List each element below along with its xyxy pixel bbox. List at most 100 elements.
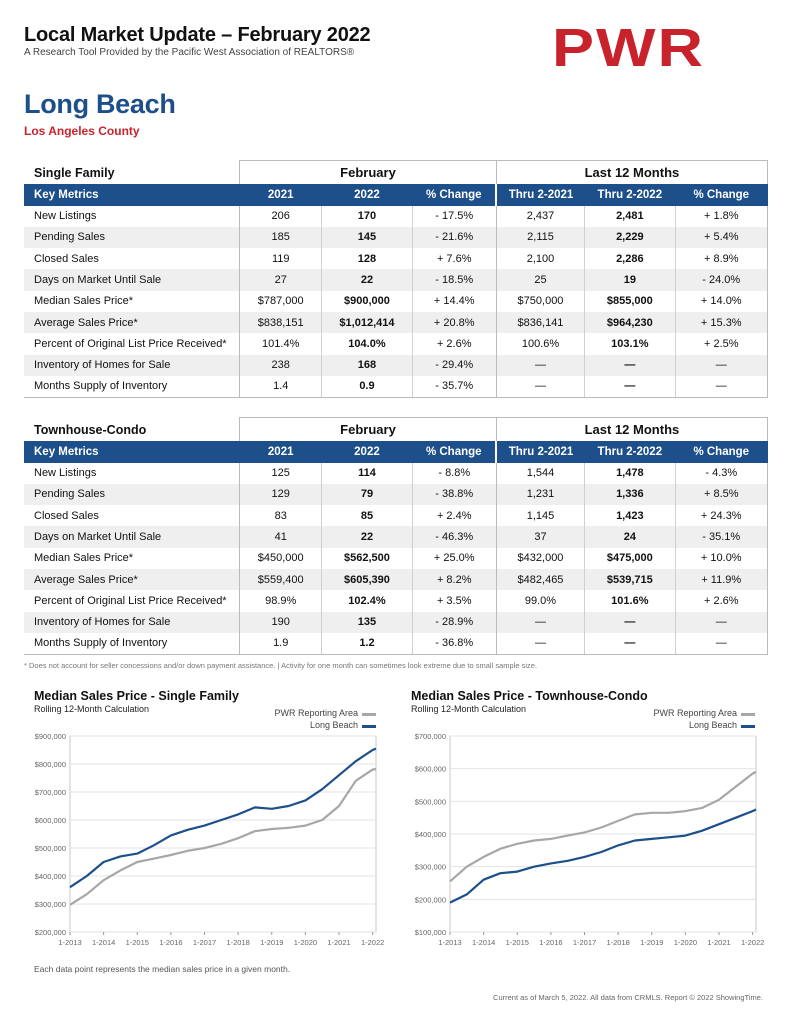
column-header: 2021 <box>239 440 322 463</box>
table-row: Pending Sales 185 145- 21.6% 2,115 2,229 + 5.… <box>24 226 769 249</box>
series-line-long-beach <box>69 747 377 889</box>
metric-value: 129 <box>239 483 322 506</box>
legend-label-pwr-single-family: PWR Reporting Area <box>274 708 358 718</box>
metric-value: — <box>495 375 585 398</box>
column-header: Thru 2-2021 <box>495 440 585 463</box>
metric-value: - 17.5% <box>411 205 497 227</box>
line-chart-single-family: $200,000 $300,000 $400,000 $500,000 $600,000… <box>35 732 385 947</box>
chart-note: Each data point represents the median sa… <box>34 964 291 974</box>
metric-value: + 3.5% <box>411 590 497 612</box>
table-row: Average Sales Price* $559,400 $605,390 + 8.… <box>24 568 769 591</box>
chart-subtitle-single-family: Rolling 12-Month Calculation <box>34 704 150 714</box>
group-header-last-12-months: Last 12 Months <box>495 160 769 184</box>
metrics-table: Townhouse-Condo February Last 12 Months Key… <box>24 417 769 655</box>
metric-value: 128 <box>321 248 413 270</box>
metric-label: New Listings <box>34 210 97 223</box>
metric-value: + 8.2% <box>411 568 497 591</box>
table-row: Inventory of Homes for Sale 238 168- 29.4%… <box>24 354 769 376</box>
metric-value: 27 <box>239 269 322 291</box>
metric-value: + 7.6% <box>411 248 497 270</box>
x-tick-label: 1-2014 <box>472 938 495 947</box>
pwr-logo: PWR <box>552 18 705 79</box>
metric-value: 1,336 <box>584 483 676 506</box>
metric-value: 101.6% <box>584 590 676 612</box>
group-header-last-12-months: Last 12 Months <box>495 417 769 441</box>
metric-value: — <box>674 375 769 398</box>
metric-value: $475,000 <box>584 547 676 569</box>
metric-value: $562,500 <box>321 547 413 569</box>
legend-label-long-beach-townhouse-condo: Long Beach <box>688 720 737 730</box>
y-tick-label: $600,000 <box>35 816 66 825</box>
x-tick-label: 1-2019 <box>260 938 283 947</box>
table-row: Percent of Original List Price Received*… <box>24 590 769 612</box>
chart-title-single-family: Median Sales Price - Single Family <box>34 689 239 703</box>
y-tick-label: $200,000 <box>415 895 446 904</box>
y-tick-label: $900,000 <box>35 732 66 741</box>
metric-value: 2,115 <box>495 226 585 249</box>
metric-value: 206 <box>239 205 322 227</box>
metrics-table: Single Family February Last 12 Months Key M… <box>24 160 769 398</box>
metric-value: 238 <box>239 354 322 376</box>
column-header: Thru 2-2022 <box>584 440 676 463</box>
metric-value: — <box>495 632 585 655</box>
metric-value: 83 <box>239 505 322 527</box>
metric-value: + 2.5% <box>674 333 769 355</box>
metric-label: New Listings <box>34 467 97 480</box>
section-title: Townhouse-Condo <box>34 422 147 437</box>
x-tick-label: 1-2013 <box>58 938 81 947</box>
y-tick-label: $600,000 <box>415 765 446 774</box>
metric-value: + 2.6% <box>411 333 497 355</box>
metric-value: + 11.9% <box>674 568 769 591</box>
metric-value: 145 <box>321 226 413 249</box>
column-header: Thru 2-2022 <box>584 183 676 206</box>
column-header: Thru 2-2021 <box>495 183 585 206</box>
metric-label: Median Sales Price* <box>34 295 134 308</box>
legend-swatch-pwr-single-family <box>362 713 376 716</box>
metric-value: $482,465 <box>495 568 585 591</box>
metric-label: Pending Sales <box>24 483 240 506</box>
metric-value: 185 <box>239 226 322 249</box>
metric-value: + 5.4% <box>674 226 769 249</box>
column-header: Key Metrics <box>24 183 240 206</box>
metric-value: + 2.4% <box>411 505 497 527</box>
table-row: Median Sales Price* $450,000 $562,500 + 25.… <box>24 547 769 569</box>
metric-value: $450,000 <box>239 547 322 569</box>
table-row: Days on Market Until Sale 27 22- 18.5% 25 19… <box>24 269 769 291</box>
metric-value: + 14.0% <box>674 290 769 312</box>
x-tick-label: 1-2019 <box>640 938 663 947</box>
metric-value: 0.9 <box>321 375 413 398</box>
metric-value: 1,231 <box>495 483 585 506</box>
metric-value: - 21.6% <box>411 226 497 249</box>
metric-value: - 35.1% <box>674 526 769 548</box>
metric-value: 190 <box>239 611 322 633</box>
metric-value: — <box>584 375 676 398</box>
metric-value: - 29.4% <box>411 354 497 376</box>
metric-label: Closed Sales <box>34 252 99 265</box>
x-tick-label: 1-2015 <box>506 938 529 947</box>
x-tick-label: 1-2020 <box>294 938 317 947</box>
table-row: Pending Sales 129 79- 38.8% 1,231 1,336 + 8.5… <box>24 483 769 506</box>
metric-value: 170 <box>321 205 413 227</box>
copyright-note: Current as of March 5, 2022. All data fr… <box>493 993 763 1002</box>
metric-value: 37 <box>495 526 585 548</box>
metric-value: 135 <box>321 611 413 633</box>
x-tick-label: 1-2018 <box>606 938 629 947</box>
metric-value: 25 <box>495 269 585 291</box>
table-row: Days on Market Until Sale 41 22- 46.3% 37 24… <box>24 526 769 548</box>
metric-value: — <box>674 611 769 633</box>
y-tick-label: $100,000 <box>415 928 446 937</box>
metric-value: 79 <box>321 483 413 506</box>
y-tick-label: $800,000 <box>35 760 66 769</box>
legend-swatch-pwr-townhouse-condo <box>741 713 755 716</box>
metric-value: $605,390 <box>321 568 413 591</box>
chart-title-townhouse-condo: Median Sales Price - Townhouse-Condo <box>411 689 648 703</box>
city-name: Long Beach <box>24 89 176 119</box>
metric-value: 22 <box>321 526 413 548</box>
legend-swatch-long-beach-single-family <box>362 725 376 728</box>
column-header: 2022 <box>321 183 413 206</box>
line-chart-townhouse-condo: $100,000 $200,000 $300,000 $400,000 $500,000… <box>415 732 765 947</box>
metric-value: $787,000 <box>239 290 322 312</box>
x-tick-label: 1-2018 <box>226 938 249 947</box>
series-line-long-beach <box>449 808 757 904</box>
plot-frame <box>69 735 377 933</box>
